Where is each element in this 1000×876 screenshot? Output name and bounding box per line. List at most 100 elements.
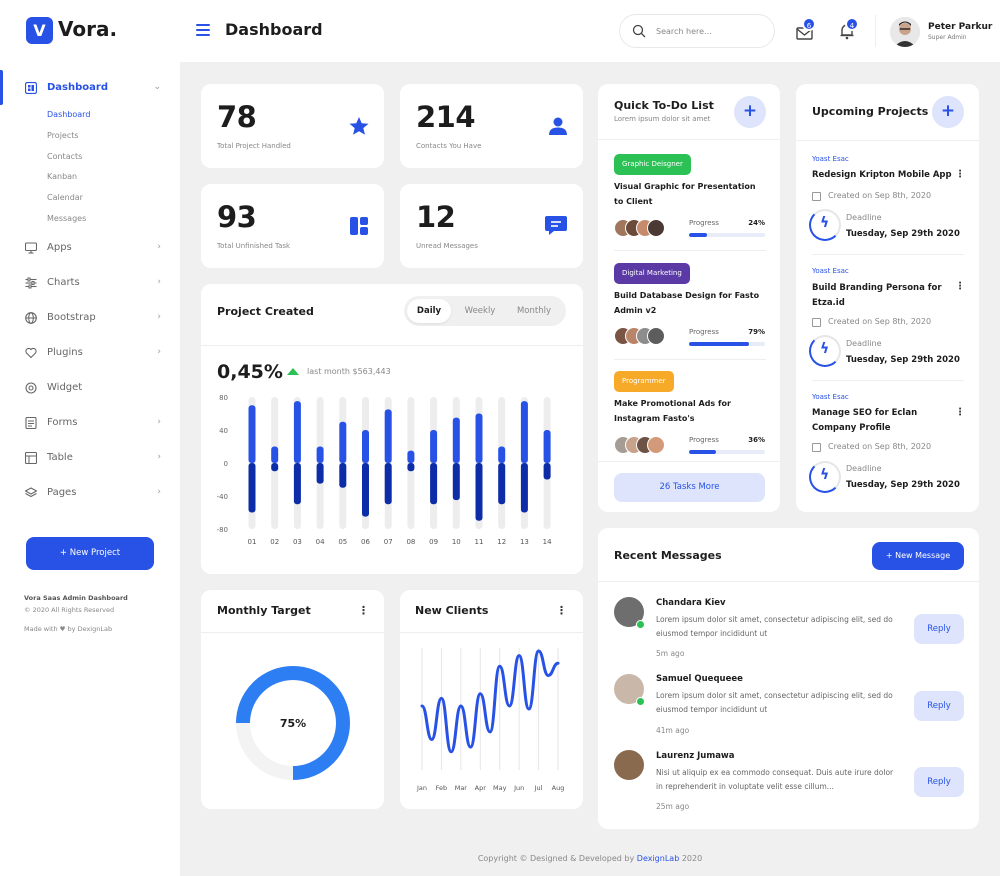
x-tick-label: 04 — [316, 538, 325, 546]
card-divider — [400, 632, 583, 633]
progress-bar — [689, 233, 765, 237]
project-title[interactable]: Redesign Kripton Mobile App — [812, 170, 952, 180]
sidebar-item-plugins[interactable]: Plugins › — [25, 347, 165, 361]
new-message-button[interactable]: + New Message — [872, 542, 964, 570]
submenu-calendar[interactable]: Calendar — [47, 193, 83, 202]
tab-weekly[interactable]: Weekly — [464, 306, 496, 316]
submenu-messages[interactable]: Messages — [47, 214, 87, 223]
card-divider — [598, 581, 979, 582]
sidebar-item-forms[interactable]: Forms › — [25, 417, 165, 431]
card-divider — [598, 461, 780, 462]
x-tick-label: Apr — [475, 784, 487, 792]
submenu-contacts[interactable]: Contacts — [47, 152, 83, 161]
message-text: Nisi ut aliquip ex ea commodo consequat.… — [656, 768, 894, 791]
x-tick-label: Jun — [513, 784, 524, 792]
stat-card-tasks: 93 Total Unfinished Task — [201, 184, 384, 268]
user-avatar[interactable] — [890, 17, 920, 47]
upcoming-projects-card: Upcoming Projects — [796, 84, 979, 512]
sidebar-item-widget[interactable]: Widget — [25, 382, 165, 396]
x-tick-label: Jul — [534, 784, 543, 792]
todo-title[interactable]: Visual Graphic for Presentation to Clien… — [614, 182, 756, 206]
todo-title[interactable]: Build Database Design for Fasto Admin v2 — [614, 291, 760, 315]
hamburger-menu-icon[interactable] — [196, 24, 210, 36]
y-tick-label: 40 — [219, 427, 228, 435]
x-tick-label: 06 — [361, 538, 370, 546]
sidebar-item-bootstrap[interactable]: Bootstrap › — [25, 312, 165, 326]
deadline-icon: ϟ — [809, 461, 841, 493]
search-input[interactable] — [656, 23, 766, 40]
tab-daily[interactable]: Daily — [407, 299, 451, 323]
bar-positive — [293, 401, 301, 463]
project-title[interactable]: Build Branding Persona for Etza.id — [812, 283, 942, 308]
deadline-label: Deadline — [846, 464, 882, 473]
add-project-button[interactable]: + — [932, 96, 964, 128]
x-tick-label: 02 — [270, 538, 279, 546]
stat-label: Contacts You Have — [416, 142, 482, 150]
submenu-projects[interactable]: Projects — [47, 131, 79, 140]
more-vertical-icon[interactable]: ⋮ — [358, 604, 369, 617]
project-title[interactable]: Manage SEO for Eclan Company Profile — [812, 408, 918, 433]
progress-percent: 36% — [748, 436, 765, 444]
search-box[interactable] — [619, 14, 775, 48]
more-vertical-icon[interactable]: ⋮ — [955, 281, 965, 292]
x-tick-label: May — [493, 784, 507, 792]
message-avatar[interactable] — [614, 750, 644, 780]
sidebar-item-apps[interactable]: Apps › — [25, 242, 165, 256]
footer-brand-link[interactable]: DexignLab — [636, 854, 680, 863]
add-todo-button[interactable]: + — [734, 96, 766, 128]
submenu-dashboard[interactable]: Dashboard — [47, 110, 91, 119]
logo-text[interactable]: Vora. — [58, 17, 118, 41]
tasks-more-button[interactable]: 26 Tasks More — [614, 473, 765, 502]
todo-tag: Graphic Deisgner — [614, 154, 691, 175]
tab-monthly[interactable]: Monthly — [516, 306, 552, 316]
x-tick-label: 05 — [338, 538, 347, 546]
bar-positive — [452, 417, 460, 463]
sidebar-item-table[interactable]: Table › — [25, 452, 165, 466]
new-clients-card: New Clients ⋮ Jan Feb Mar Apr May Jun Jul Aug — [400, 590, 583, 809]
sidebar-item-charts[interactable]: Charts › — [25, 277, 165, 291]
more-vertical-icon[interactable]: ⋮ — [556, 604, 567, 617]
header-divider — [875, 15, 876, 47]
stat-card-projects: 78 Total Project Handled — [201, 84, 384, 168]
reply-button[interactable]: Reply — [914, 691, 964, 721]
more-vertical-icon[interactable]: ⋮ — [955, 169, 965, 180]
card-title: Project Created — [217, 305, 314, 318]
x-tick-label: Mar — [455, 784, 468, 792]
user-name[interactable]: Peter Parkur — [928, 22, 993, 32]
project-created: Created on Sep 8th, 2020 — [828, 442, 932, 451]
message-sender[interactable]: Laurenz Jumawa — [656, 751, 735, 761]
more-vertical-icon[interactable]: ⋮ — [955, 407, 965, 418]
submenu-kanban[interactable]: Kanban — [47, 172, 78, 181]
bar-negative — [520, 463, 528, 513]
sidebar-item-label: Widget — [47, 382, 83, 393]
message-sender[interactable]: Samuel Quequeee — [656, 674, 743, 684]
period-tabs: Daily Weekly Monthly — [404, 296, 566, 326]
reply-button[interactable]: Reply — [914, 767, 964, 797]
sidebar-item-dashboard[interactable]: Dashboard ⌄ — [25, 82, 165, 96]
bar-positive — [339, 421, 347, 463]
message-sender[interactable]: Chandara Kiev — [656, 598, 726, 608]
stat-value: 214 — [416, 100, 476, 134]
sidebar-item-label: Bootstrap — [47, 312, 96, 323]
form-icon — [25, 417, 37, 429]
project-created: Created on Sep 8th, 2020 — [828, 317, 932, 326]
project-bar-chart: 80 40 0 -40 -80 01 02 03 04 05 06 07 08 09 10 11 12 13 14 — [217, 394, 553, 546]
project-client[interactable]: Yoast Esac — [812, 155, 849, 163]
sidebar: Dashboard ⌄ Dashboard Projects Contacts … — [0, 62, 180, 876]
sidebar-item-pages[interactable]: Pages › — [25, 487, 165, 501]
project-client[interactable]: Yoast Esac — [812, 393, 849, 401]
reply-button[interactable]: Reply — [914, 614, 964, 644]
deadline-label: Deadline — [846, 213, 882, 222]
project-client[interactable]: Yoast Esac — [812, 267, 849, 275]
progress-bar — [689, 450, 765, 454]
todo-title[interactable]: Make Promotional Ads for Instagram Fasto… — [614, 399, 731, 423]
new-project-button[interactable]: + New Project — [26, 537, 154, 570]
footer-prefix: Copyright © Designed & Developed by — [477, 854, 635, 863]
target-donut-chart: 75% — [236, 666, 350, 780]
todo-divider — [614, 250, 766, 251]
x-tick-label: 08 — [406, 538, 415, 546]
logo-icon[interactable]: V — [26, 17, 53, 44]
table-icon — [25, 452, 37, 464]
online-status-dot — [636, 620, 645, 629]
card-title: Recent Messages — [614, 549, 722, 562]
